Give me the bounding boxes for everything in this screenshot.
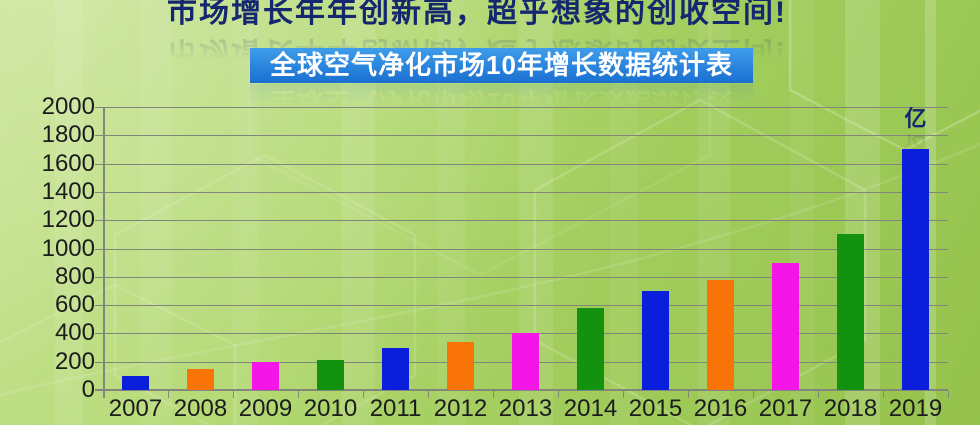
x-axis-tick: [168, 391, 169, 398]
bar-2016: [707, 279, 734, 390]
y-axis-tick-label: 2000: [41, 93, 95, 120]
gridline: [95, 191, 948, 193]
bar-2017: [772, 262, 799, 390]
bar-2019: [902, 149, 929, 390]
bar-2018: [837, 234, 864, 390]
y-axis-tick-label: 800: [54, 262, 95, 290]
y-axis-tick-label: 400: [54, 319, 95, 347]
x-axis-tick: [688, 391, 689, 398]
page-title: 市场增长年年创新高，超乎想象的创收空间!: [167, 0, 787, 29]
x-axis-tick-label: 2016: [693, 395, 748, 422]
gridline: [95, 305, 948, 307]
banner-title: 全球空气净化市场10年增长数据统计表: [250, 48, 753, 83]
bar-2012: [447, 341, 474, 390]
bar-2013: [512, 333, 539, 390]
x-axis-tick-label: 2017: [758, 395, 813, 422]
unit-label-reflection: 亿: [904, 132, 927, 157]
x-axis-tick-label: 2012: [433, 395, 488, 422]
y-axis-tick-label: 1800: [41, 121, 95, 149]
x-axis-tick-label: 2008: [173, 395, 228, 422]
x-axis-tick-label: 2007: [108, 395, 163, 422]
x-axis-tick-label: 2009: [238, 395, 293, 422]
bar-2015: [642, 290, 669, 390]
x-axis-tick: [753, 391, 754, 398]
y-axis-tick-label: 200: [54, 347, 95, 375]
gridline: [95, 248, 948, 250]
x-axis-tick: [558, 391, 559, 398]
x-axis-line: [95, 389, 948, 391]
x-axis-tick-label: 2014: [563, 395, 618, 422]
y-axis-tick-label: 1600: [41, 149, 95, 177]
x-axis-tick-label: 2011: [369, 395, 422, 422]
bar-2007: [122, 375, 149, 390]
bar-2011: [382, 347, 409, 390]
x-axis-tick: [363, 391, 364, 398]
gridline: [95, 163, 948, 165]
y-axis-tick-label: 600: [54, 291, 95, 319]
gridline: [95, 107, 948, 108]
unit-label: 亿: [904, 106, 927, 131]
x-axis-tick: [818, 391, 819, 398]
x-axis-tick: [428, 391, 429, 398]
bar-2009: [252, 361, 279, 390]
x-axis-tick: [493, 391, 494, 398]
y-axis-line: [103, 107, 105, 398]
x-axis-tick-label: 2019: [888, 395, 943, 422]
y-axis-tick-label: 1200: [41, 206, 95, 234]
x-axis-tick: [948, 391, 949, 398]
bar-2010: [317, 360, 344, 390]
gridline: [95, 276, 948, 278]
y-axis-tick-label: 1000: [41, 234, 95, 262]
y-axis-tick-label: 1400: [41, 177, 95, 205]
gridline: [95, 135, 948, 137]
x-axis-tick-label: 2013: [498, 395, 553, 422]
x-axis-tick: [623, 391, 624, 398]
y-axis-tick-label: 0: [81, 376, 95, 403]
x-axis-tick: [298, 391, 299, 398]
x-axis-tick-label: 2010: [303, 395, 358, 422]
x-axis-tick-label: 2015: [628, 395, 683, 422]
x-axis-tick-label: 2018: [823, 395, 878, 422]
x-axis-tick: [883, 391, 884, 398]
bar-2014: [577, 307, 604, 390]
x-axis-tick: [233, 391, 234, 398]
gridline: [95, 220, 948, 222]
bar-2008: [187, 368, 214, 390]
